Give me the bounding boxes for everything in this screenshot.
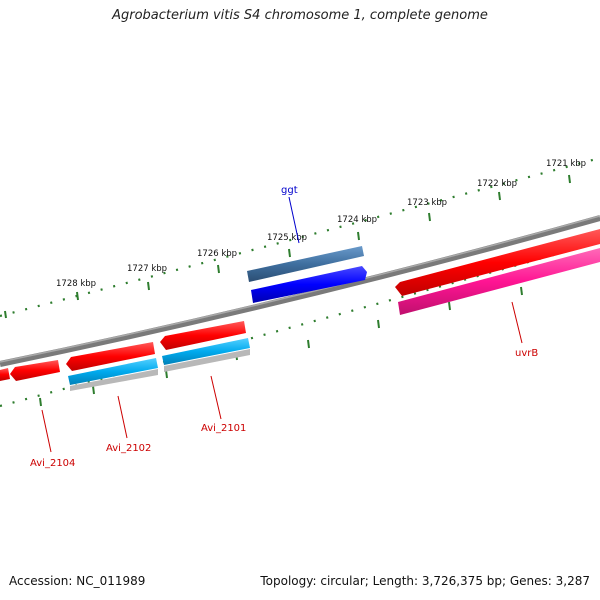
ruler-label-1722: 1722 kbp bbox=[477, 179, 517, 189]
ruler-label-1724: 1724 kbp bbox=[337, 215, 377, 225]
ggt-leader-line bbox=[288, 196, 300, 244]
gene-label-uvrB: uvrB bbox=[515, 348, 538, 359]
ruler-label-1726: 1726 kbp bbox=[197, 249, 237, 259]
Avi_2101-leader-line bbox=[210, 375, 222, 420]
cds-uvrB-feature bbox=[395, 229, 600, 296]
outer-ruler-ticks bbox=[4, 174, 571, 319]
reverse-features bbox=[68, 338, 250, 391]
Avi_2102-leader-line bbox=[117, 395, 128, 439]
ruler-label-1725: 1725 kbp bbox=[267, 233, 307, 243]
genome-backbone bbox=[0, 215, 600, 367]
ruler-label-1721: 1721 kbp bbox=[546, 159, 586, 169]
gene-uvrB-feature bbox=[398, 248, 600, 315]
inner-ruler-ticks bbox=[39, 286, 523, 407]
forward-features bbox=[0, 229, 600, 381]
cds-partial-left-feature bbox=[0, 368, 10, 381]
gene-label-Avi_2104: Avi_2104 bbox=[30, 458, 75, 469]
gene-label-Avi_2101: Avi_2101 bbox=[201, 423, 246, 434]
outer-ruler-track bbox=[0, 156, 600, 318]
ruler-label-1727: 1727 kbp bbox=[127, 264, 167, 274]
map-title: Agrobacterium vitis S4 chromosome 1, com… bbox=[112, 8, 488, 23]
ruler-label-1723: 1723 kbp bbox=[407, 198, 447, 208]
cds-Avi_2101-reverse-feature bbox=[162, 338, 250, 365]
gene-label-ggt: ggt bbox=[281, 185, 298, 196]
cds-Avi_2104-feature bbox=[10, 360, 60, 381]
Avi_2104-leader-line bbox=[41, 409, 52, 453]
ruler-label-1728: 1728 kbp bbox=[56, 279, 96, 289]
cds-Avi_2102-reverse-feature bbox=[68, 358, 158, 385]
uvrB-leader-line bbox=[511, 301, 523, 344]
accession-label: Accession: NC_011989 bbox=[9, 574, 146, 588]
cds-Avi_2102-feature bbox=[66, 342, 155, 371]
cds-Avi_2101-feature bbox=[160, 321, 246, 350]
gene-ggt-feature bbox=[247, 246, 364, 282]
cds-ggt-feature bbox=[251, 266, 367, 303]
gene-label-Avi_2102: Avi_2102 bbox=[106, 443, 151, 454]
genome-summary-label: Topology: circular; Length: 3,726,375 bp… bbox=[260, 574, 590, 588]
